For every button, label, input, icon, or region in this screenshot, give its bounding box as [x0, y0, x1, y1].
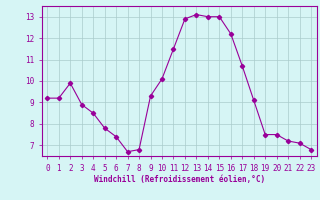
X-axis label: Windchill (Refroidissement éolien,°C): Windchill (Refroidissement éolien,°C)	[94, 175, 265, 184]
